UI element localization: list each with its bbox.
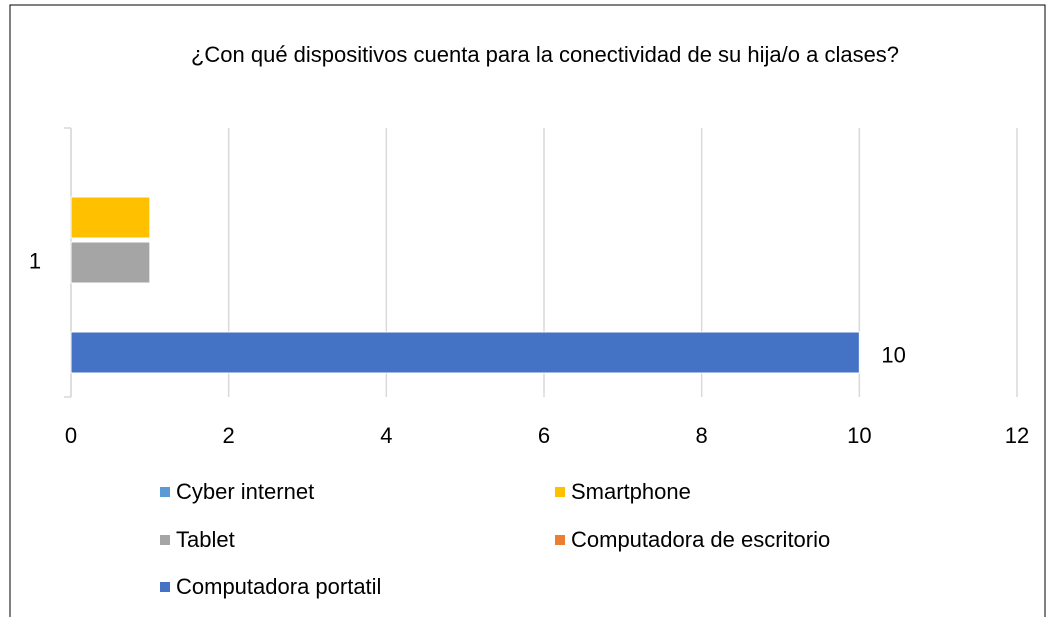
data-label: 10: [881, 342, 905, 367]
chart-title: ¿Con qué dispositivos cuenta para la con…: [190, 42, 900, 67]
x-tick-label: 2: [223, 423, 235, 448]
legend-label: Smartphone: [571, 479, 691, 504]
x-tick-label: 0: [65, 423, 77, 448]
legend-swatch: [160, 582, 170, 592]
chart-border: [9, 4, 1046, 617]
bar: [70, 241, 151, 284]
legend-label: Computadora portatil: [176, 574, 381, 599]
legend-label: Computadora de escritorio: [571, 527, 830, 552]
y-tick-label: 1: [29, 248, 41, 273]
legend-swatch: [160, 487, 170, 497]
legend-swatch: [555, 535, 565, 545]
x-tick-label: 8: [696, 423, 708, 448]
legend-swatch: [555, 487, 565, 497]
bar: [70, 196, 151, 239]
x-tick-label: 6: [538, 423, 550, 448]
legend-label: Cyber internet: [176, 479, 314, 504]
legend-label: Tablet: [176, 527, 235, 552]
x-tick-label: 12: [1005, 423, 1029, 448]
x-tick-label: 4: [380, 423, 392, 448]
x-tick-label: 10: [847, 423, 871, 448]
bar: [70, 331, 860, 374]
legend-swatch: [160, 535, 170, 545]
